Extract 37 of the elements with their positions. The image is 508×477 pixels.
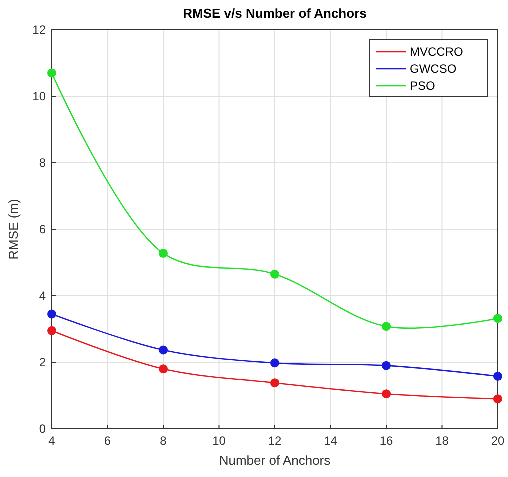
y-axis-title: RMSE (m): [6, 199, 21, 260]
point: [159, 346, 168, 355]
chart-title: RMSE v/s Number of Anchors: [183, 6, 367, 21]
point: [270, 270, 280, 279]
y-tick-label: 2: [39, 356, 46, 370]
point: [382, 390, 391, 399]
point: [270, 358, 280, 368]
point: [159, 364, 168, 374]
y-tick-label: 6: [39, 222, 46, 236]
x-tick-label: 6: [104, 434, 112, 448]
x-tick-label: 16: [380, 434, 394, 448]
point: [494, 394, 502, 404]
x-tick-label: 8: [160, 434, 168, 448]
point: [494, 372, 502, 381]
point: [48, 310, 56, 319]
point: [382, 361, 391, 370]
x-tick-label: 10: [212, 434, 226, 448]
point: [48, 326, 56, 336]
point: [270, 378, 280, 388]
y-tick-label: 0: [39, 422, 46, 436]
y-tick-label: 12: [32, 23, 46, 37]
y-tick-label: 10: [32, 90, 46, 104]
x-tick-label: 18: [436, 434, 450, 448]
x-tick-label: 14: [324, 434, 338, 448]
point: [48, 68, 56, 78]
x-tick-label: 20: [491, 434, 505, 448]
x-tick-label: 4: [48, 434, 56, 448]
y-tick-label: 8: [39, 156, 46, 170]
x-axis-title: Number of Anchors: [219, 453, 332, 468]
x-tick-label: 12: [268, 434, 282, 448]
legend-label: PSO: [410, 79, 436, 93]
y-tick-label: 4: [39, 289, 46, 303]
point: [382, 322, 391, 332]
point: [494, 314, 502, 324]
legend-label: MVCCRO: [410, 45, 464, 59]
point: [159, 248, 168, 258]
legend-label: GWCSO: [410, 62, 457, 76]
